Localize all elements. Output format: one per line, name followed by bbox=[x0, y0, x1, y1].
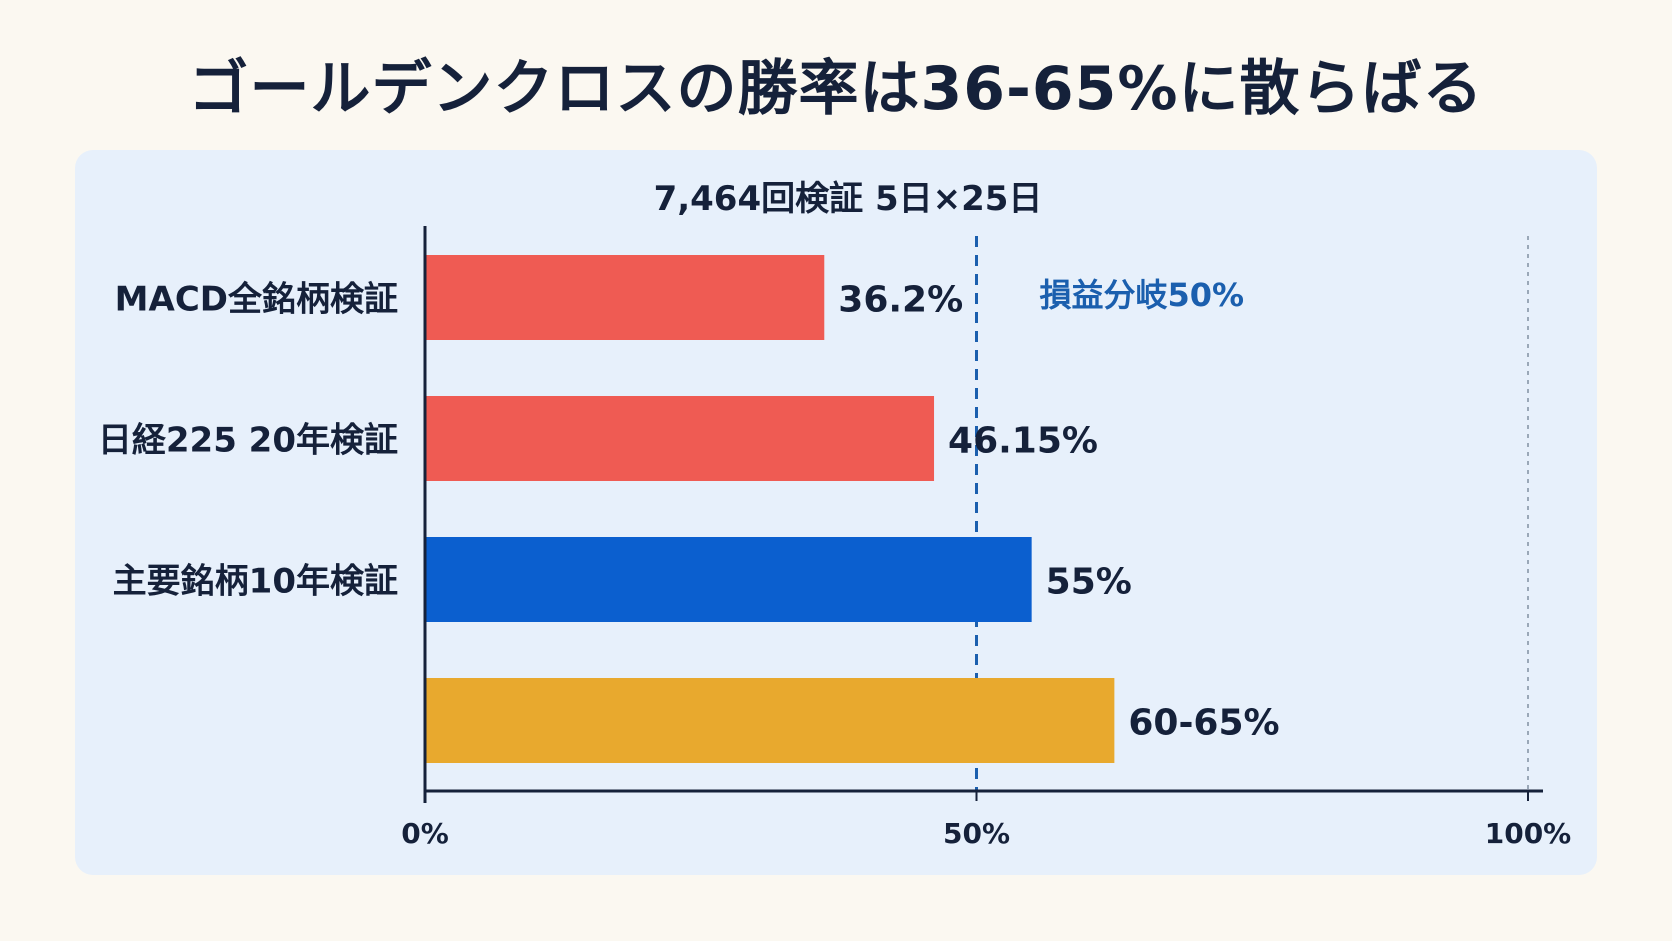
bar-value-label: 60-65% bbox=[1128, 703, 1279, 744]
bar-value-label: 36.2% bbox=[838, 280, 963, 321]
category-label: 日経225 20年検証 bbox=[98, 421, 398, 461]
page-title: ゴールデンクロスの勝率は36-65%に散らばる bbox=[188, 54, 1484, 124]
x-tick-label: 0% bbox=[401, 817, 449, 850]
x-tick-label: 100% bbox=[1485, 817, 1572, 850]
category-label: 主要銘柄10年検証 bbox=[113, 562, 398, 602]
break-even-label: 損益分岐50% bbox=[1040, 276, 1245, 314]
bar-2 bbox=[425, 396, 935, 481]
bar-value-label: 55% bbox=[1046, 562, 1132, 603]
bars-group: 36.2% MACD全銘柄検証 46.15% 日経225 20年検証 55% 主要銘柄10… bbox=[98, 255, 1280, 763]
bar-4 bbox=[425, 678, 1115, 763]
bar-value-label: 46.15% bbox=[948, 421, 1098, 462]
bar-3 bbox=[425, 537, 1032, 622]
bar-1 bbox=[425, 255, 825, 340]
category-label: MACD全銘柄検証 bbox=[115, 280, 398, 320]
axes-group: 0% 50% 100% bbox=[401, 226, 1571, 850]
x-tick-label: 50% bbox=[943, 817, 1010, 850]
chart-subtitle: 7,464回検証 5日×25日 bbox=[654, 179, 1043, 219]
